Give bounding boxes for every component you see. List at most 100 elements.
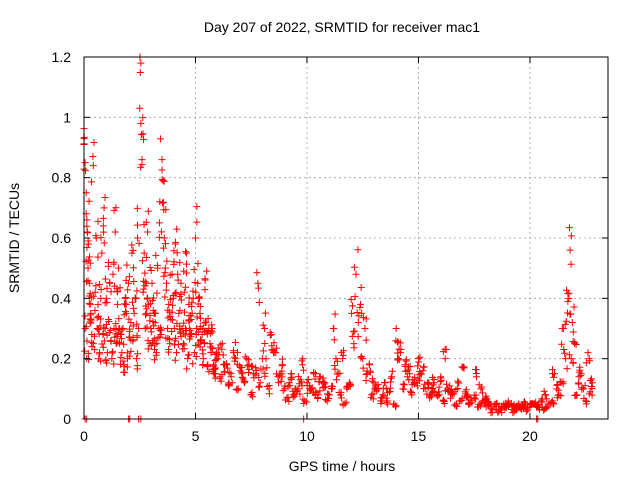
- data-point: [303, 398, 311, 406]
- data-point: [93, 314, 101, 322]
- data-point: [159, 177, 167, 185]
- data-point: [477, 402, 485, 410]
- data-point: [161, 293, 169, 301]
- data-point: [387, 374, 395, 382]
- data-point: [342, 398, 350, 406]
- data-point: [565, 224, 573, 232]
- data-point: [138, 161, 146, 169]
- data-point: [166, 340, 174, 348]
- data-point: [81, 312, 89, 320]
- data-point: [207, 329, 215, 337]
- data-point: [216, 375, 224, 383]
- data-point: [99, 222, 107, 230]
- data-point: [107, 337, 115, 345]
- data-point: [402, 357, 410, 365]
- y-tick-label: 0.6: [52, 230, 72, 246]
- data-point: [320, 380, 328, 388]
- data-point: [393, 356, 401, 364]
- data-point: [578, 384, 586, 392]
- data-point: [340, 347, 348, 355]
- data-point: [173, 249, 181, 257]
- data-point: [83, 243, 91, 251]
- data-point: [138, 257, 146, 265]
- data-point: [164, 325, 172, 332]
- data-point: [95, 280, 103, 288]
- data-point: [123, 363, 131, 371]
- data-point: [87, 316, 95, 324]
- data-point: [99, 214, 107, 222]
- data-point: [426, 392, 434, 400]
- data-point: [220, 360, 228, 368]
- data-point: [315, 373, 323, 381]
- data-point: [148, 279, 156, 287]
- data-point: [465, 400, 473, 408]
- data-point: [234, 386, 242, 394]
- data-point: [95, 350, 103, 358]
- data-point: [255, 299, 263, 307]
- data-point: [110, 206, 118, 214]
- data-point: [259, 365, 267, 373]
- data-point: [273, 344, 281, 352]
- data-point: [97, 315, 105, 323]
- data-point: [122, 307, 130, 315]
- data-point: [103, 331, 111, 339]
- data-point: [142, 309, 150, 317]
- data-point: [139, 114, 147, 122]
- data-point: [440, 396, 448, 404]
- data-point: [208, 328, 216, 336]
- data-point: [86, 253, 94, 261]
- data-point: [240, 377, 248, 385]
- data-point: [156, 326, 164, 334]
- data-point: [164, 306, 172, 314]
- data-point: [170, 325, 178, 332]
- data-point: [203, 267, 211, 275]
- data-point: [145, 300, 153, 308]
- data-point: [573, 391, 581, 399]
- x-tick-label: 15: [411, 428, 427, 444]
- x-tick-label: 0: [80, 428, 88, 444]
- data-point: [176, 306, 184, 314]
- data-point: [144, 228, 152, 236]
- data-point: [349, 328, 357, 336]
- data-point: [134, 350, 142, 358]
- data-point: [193, 218, 201, 226]
- data-point: [169, 316, 177, 324]
- data-point: [149, 318, 157, 326]
- data-point: [158, 176, 166, 184]
- data-point: [87, 178, 95, 186]
- data-point: [323, 397, 331, 405]
- data-point: [521, 398, 529, 406]
- data-point: [120, 362, 128, 370]
- ticks: 0 0.2 0.4 0.6 0.8 1 1.2 0 5 10 15 20: [52, 49, 608, 444]
- data-point: [284, 383, 292, 391]
- data-point: [81, 325, 89, 332]
- data-marks: [80, 53, 596, 423]
- data-point: [416, 353, 424, 361]
- data-point: [322, 395, 330, 403]
- data-point: [132, 355, 140, 363]
- data-point: [335, 388, 343, 396]
- data-point: [225, 381, 233, 389]
- data-point: [562, 317, 570, 325]
- data-point: [416, 367, 424, 375]
- data-point: [127, 336, 135, 344]
- data-point: [204, 314, 212, 322]
- data-point: [414, 375, 422, 383]
- x-tick-label: 5: [192, 428, 200, 444]
- data-point: [196, 302, 204, 310]
- data-point: [292, 388, 300, 396]
- data-point: [411, 380, 419, 388]
- data-point: [434, 392, 442, 400]
- data-point: [106, 279, 114, 287]
- data-point: [91, 288, 99, 296]
- data-point: [183, 365, 191, 373]
- data-point: [162, 286, 170, 294]
- data-point: [150, 294, 158, 302]
- data-point: [94, 301, 102, 309]
- data-point: [189, 360, 197, 368]
- data-point: [396, 339, 404, 347]
- data-point: [363, 367, 371, 375]
- data-point: [155, 233, 163, 241]
- data-point: [472, 391, 480, 399]
- data-point: [94, 253, 102, 261]
